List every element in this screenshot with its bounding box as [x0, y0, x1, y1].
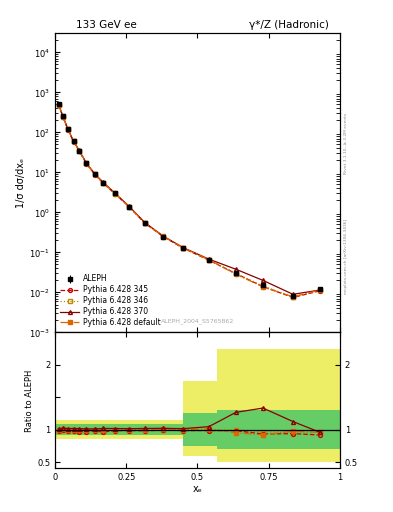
Pythia 6.428 default: [66, 126, 70, 132]
Pythia 6.428 346: [77, 148, 82, 154]
Pythia 6.428 370: [84, 160, 89, 166]
Pythia 6.428 default: [71, 138, 76, 144]
Pythia 6.428 346: [207, 257, 211, 263]
Pythia 6.428 370: [318, 287, 322, 293]
Pythia 6.428 345: [207, 257, 211, 263]
Pythia 6.428 370: [207, 256, 211, 262]
Pythia 6.428 default: [101, 180, 106, 186]
Pythia 6.428 346: [161, 233, 166, 240]
Pythia 6.428 346: [127, 204, 132, 210]
Pythia 6.428 346: [61, 114, 65, 120]
Pythia 6.428 346: [56, 101, 61, 108]
Pythia 6.428 default: [93, 172, 97, 178]
Pythia 6.428 370: [71, 138, 76, 144]
Pythia 6.428 345: [84, 161, 89, 167]
Pythia 6.428 346: [233, 270, 238, 276]
Text: 133 GeV ee: 133 GeV ee: [76, 20, 137, 30]
Pythia 6.428 346: [181, 245, 185, 251]
Line: Pythia 6.428 345: Pythia 6.428 345: [57, 103, 322, 300]
Pythia 6.428 345: [318, 288, 322, 294]
Pythia 6.428 default: [56, 101, 61, 108]
Pythia 6.428 345: [142, 220, 147, 226]
Pythia 6.428 default: [290, 294, 295, 300]
Pythia 6.428 345: [77, 148, 82, 154]
Pythia 6.428 346: [93, 172, 97, 178]
Pythia 6.428 345: [66, 126, 70, 133]
Pythia 6.428 default: [112, 190, 117, 197]
Text: mcplots.cern.ch [arXiv:1306.3436]: mcplots.cern.ch [arXiv:1306.3436]: [344, 219, 348, 293]
Pythia 6.428 346: [66, 126, 70, 133]
X-axis label: xₑ: xₑ: [193, 484, 202, 494]
Pythia 6.428 default: [233, 271, 238, 278]
Pythia 6.428 default: [61, 113, 65, 119]
Pythia 6.428 345: [233, 271, 238, 277]
Pythia 6.428 345: [101, 180, 106, 186]
Pythia 6.428 346: [101, 180, 106, 186]
Pythia 6.428 default: [207, 257, 211, 263]
Pythia 6.428 370: [233, 266, 238, 272]
Text: ALEPH_2004_S5765862: ALEPH_2004_S5765862: [161, 318, 234, 324]
Pythia 6.428 345: [61, 114, 65, 120]
Pythia 6.428 default: [161, 233, 166, 240]
Text: Rivet 3.1.10, ≥ 3.2M events: Rivet 3.1.10, ≥ 3.2M events: [344, 113, 348, 174]
Pythia 6.428 345: [71, 139, 76, 145]
Pythia 6.428 345: [161, 233, 166, 240]
Pythia 6.428 346: [71, 138, 76, 144]
Pythia 6.428 370: [56, 101, 61, 108]
Pythia 6.428 345: [56, 102, 61, 108]
Pythia 6.428 default: [77, 147, 82, 154]
Pythia 6.428 345: [127, 204, 132, 210]
Pythia 6.428 default: [261, 284, 265, 290]
Line: Pythia 6.428 346: Pythia 6.428 346: [57, 103, 322, 299]
Pythia 6.428 370: [93, 171, 97, 177]
Pythia 6.428 345: [261, 284, 265, 290]
Pythia 6.428 370: [290, 291, 295, 297]
Line: Pythia 6.428 default: Pythia 6.428 default: [57, 102, 322, 298]
Pythia 6.428 370: [181, 245, 185, 251]
Pythia 6.428 345: [181, 245, 185, 251]
Pythia 6.428 default: [142, 220, 147, 226]
Pythia 6.428 370: [77, 147, 82, 154]
Pythia 6.428 346: [112, 190, 117, 197]
Pythia 6.428 346: [84, 160, 89, 166]
Pythia 6.428 346: [290, 294, 295, 300]
Pythia 6.428 346: [318, 287, 322, 293]
Pythia 6.428 345: [93, 172, 97, 178]
Pythia 6.428 default: [127, 203, 132, 209]
Pythia 6.428 370: [161, 233, 166, 239]
Pythia 6.428 370: [142, 220, 147, 226]
Pythia 6.428 default: [181, 245, 185, 251]
Pythia 6.428 370: [112, 190, 117, 196]
Pythia 6.428 345: [290, 294, 295, 301]
Line: Pythia 6.428 370: Pythia 6.428 370: [57, 102, 322, 296]
Pythia 6.428 345: [112, 190, 117, 197]
Pythia 6.428 346: [142, 220, 147, 226]
Pythia 6.428 370: [261, 278, 265, 284]
Pythia 6.428 default: [318, 287, 322, 293]
Text: γ*/Z (Hadronic): γ*/Z (Hadronic): [249, 20, 329, 30]
Pythia 6.428 370: [127, 203, 132, 209]
Legend: ALEPH, Pythia 6.428 345, Pythia 6.428 346, Pythia 6.428 370, Pythia 6.428 defaul: ALEPH, Pythia 6.428 345, Pythia 6.428 34…: [59, 273, 163, 329]
Y-axis label: 1/σ dσ/dxₑ: 1/σ dσ/dxₑ: [17, 158, 26, 208]
Pythia 6.428 370: [66, 126, 70, 132]
Pythia 6.428 346: [261, 283, 265, 289]
Y-axis label: Ratio to ALEPH: Ratio to ALEPH: [25, 369, 34, 432]
Pythia 6.428 370: [61, 113, 65, 119]
Pythia 6.428 370: [101, 179, 106, 185]
Pythia 6.428 default: [84, 160, 89, 166]
